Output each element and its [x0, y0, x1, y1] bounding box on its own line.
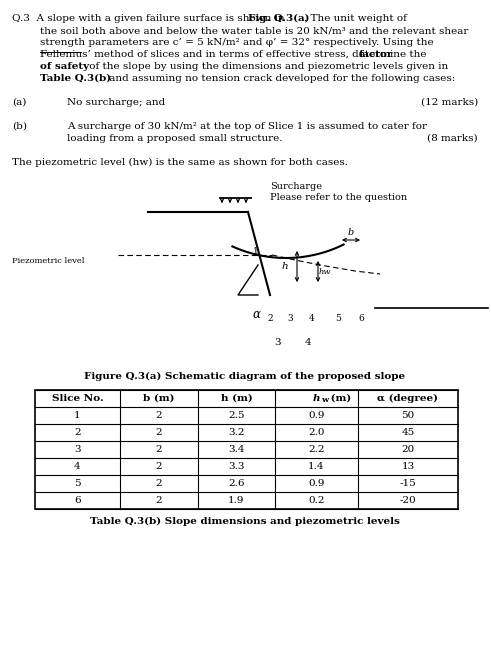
Text: 6: 6: [358, 314, 364, 323]
Text: loading from a proposed small structure.: loading from a proposed small structure.: [67, 134, 282, 143]
Text: 1.4: 1.4: [308, 462, 325, 471]
Text: 0.9: 0.9: [308, 411, 325, 420]
Text: hw: hw: [319, 268, 331, 276]
Text: Table Q.3(b): Table Q.3(b): [40, 74, 111, 83]
Text: 2: 2: [156, 496, 163, 505]
Text: 4: 4: [309, 314, 315, 323]
Text: 3: 3: [274, 338, 281, 347]
Text: α (degree): α (degree): [378, 394, 438, 403]
Text: strength parameters are c’ = 5 kN/m² and φ’ = 32° respectively. Using the: strength parameters are c’ = 5 kN/m² and…: [40, 38, 434, 47]
Text: 45: 45: [401, 428, 414, 437]
Text: 2.5: 2.5: [228, 411, 245, 420]
Text: 3.3: 3.3: [228, 462, 245, 471]
Text: Please refer to the question: Please refer to the question: [270, 193, 407, 202]
Text: 3.4: 3.4: [228, 445, 245, 454]
Text: . The unit weight of: . The unit weight of: [304, 14, 407, 23]
Text: The piezometric level (hw) is the same as shown for both cases.: The piezometric level (hw) is the same a…: [12, 158, 348, 167]
Text: 2: 2: [156, 445, 163, 454]
Text: 3.2: 3.2: [228, 428, 245, 437]
Text: (b): (b): [12, 122, 27, 131]
Text: (12 marks): (12 marks): [421, 98, 478, 107]
Text: b (m): b (m): [143, 394, 175, 403]
Text: 4: 4: [305, 338, 311, 347]
Text: 2: 2: [74, 428, 81, 437]
Text: 2: 2: [156, 411, 163, 420]
Text: h (m): h (m): [220, 394, 252, 403]
Text: and assuming no tension crack developed for the following cases:: and assuming no tension crack developed …: [106, 74, 455, 83]
Text: 3: 3: [287, 314, 293, 323]
Bar: [35, 390, 458, 509]
Text: h: h: [313, 394, 320, 403]
Text: 5: 5: [335, 314, 341, 323]
Text: Surcharge: Surcharge: [270, 182, 322, 191]
Text: -15: -15: [400, 479, 416, 488]
Text: No surcharge; and: No surcharge; and: [67, 98, 165, 107]
Text: α: α: [253, 308, 261, 321]
Text: -20: -20: [400, 496, 416, 505]
Text: 2.0: 2.0: [308, 428, 325, 437]
Text: factor: factor: [359, 50, 393, 59]
Text: 1: 1: [253, 247, 259, 256]
Text: (m): (m): [327, 394, 352, 403]
Text: 1.9: 1.9: [228, 496, 245, 505]
Text: the soil both above and below the water table is 20 kN/m³ and the relevant shear: the soil both above and below the water …: [40, 26, 468, 35]
Text: b: b: [348, 228, 354, 237]
Text: 1: 1: [74, 411, 81, 420]
Text: h: h: [281, 262, 288, 271]
Text: of safety: of safety: [40, 62, 89, 71]
Text: Piezometric level: Piezometric level: [12, 257, 84, 265]
Text: 2: 2: [156, 479, 163, 488]
Text: Table Q.3(b) Slope dimensions and piezometric levels: Table Q.3(b) Slope dimensions and piezom…: [90, 517, 400, 526]
Text: Q.3  A slope with a given failure surface is shown in: Q.3 A slope with a given failure surface…: [12, 14, 288, 23]
Text: (8 marks): (8 marks): [427, 134, 478, 143]
Text: 5: 5: [74, 479, 81, 488]
Text: 2.2: 2.2: [308, 445, 325, 454]
Text: w: w: [322, 396, 329, 404]
Text: Fig. Q.3(a): Fig. Q.3(a): [248, 14, 309, 23]
Text: 2: 2: [156, 462, 163, 471]
Text: 2.6: 2.6: [228, 479, 245, 488]
Text: of the slope by using the dimensions and piezometric levels given in: of the slope by using the dimensions and…: [86, 62, 448, 71]
Text: 13: 13: [401, 462, 414, 471]
Text: 50: 50: [401, 411, 414, 420]
Text: 0.9: 0.9: [308, 479, 325, 488]
Text: Figure Q.3(a) Schematic diagram of the proposed slope: Figure Q.3(a) Schematic diagram of the p…: [84, 372, 406, 381]
Text: 4: 4: [74, 462, 81, 471]
Text: 2: 2: [156, 428, 163, 437]
Text: (a): (a): [12, 98, 27, 107]
Text: 2: 2: [267, 314, 273, 323]
Text: Slice No.: Slice No.: [52, 394, 104, 403]
Text: 20: 20: [401, 445, 414, 454]
Text: A surcharge of 30 kN/m² at the top of Slice 1 is assumed to cater for: A surcharge of 30 kN/m² at the top of Sl…: [67, 122, 427, 131]
Text: 6: 6: [74, 496, 81, 505]
Text: 3: 3: [74, 445, 81, 454]
Text: 0.2: 0.2: [308, 496, 325, 505]
Text: Fellenius’ method of slices and in terms of effective stress, determine the: Fellenius’ method of slices and in terms…: [40, 50, 430, 59]
